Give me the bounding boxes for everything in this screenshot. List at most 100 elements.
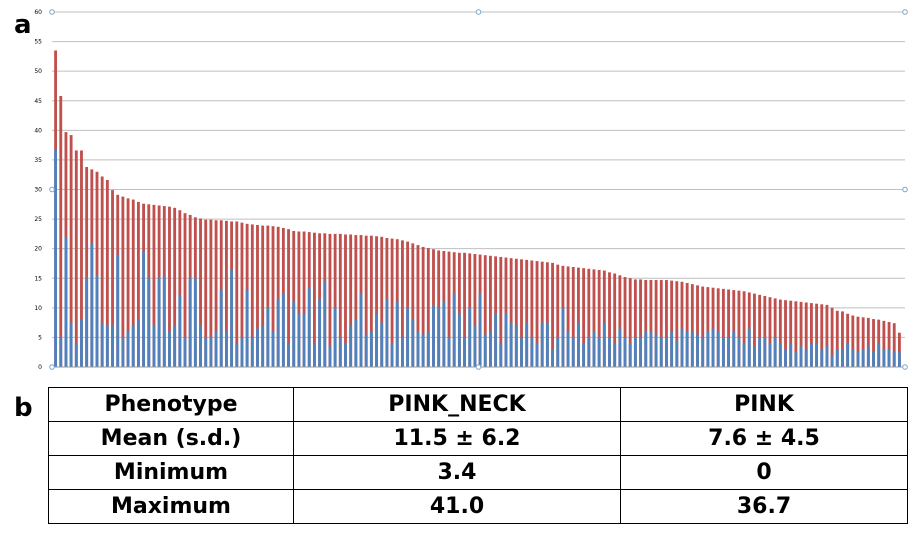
bar-total [659, 280, 663, 367]
bar-base [654, 334, 658, 367]
selection-handle [49, 186, 55, 193]
bar-total [753, 293, 756, 367]
bar-base [426, 331, 430, 367]
bar-total [799, 301, 803, 367]
bar-base [297, 313, 301, 367]
bar-base [162, 275, 166, 367]
bar-total [768, 297, 772, 367]
bar-total [297, 231, 301, 367]
bar-base [74, 343, 78, 367]
bar-total [349, 234, 353, 367]
bar-base [680, 328, 684, 367]
bar-base [877, 343, 881, 367]
bar-total [721, 288, 725, 367]
bar-base [349, 325, 353, 367]
y-tick-label: 40 [34, 127, 42, 134]
bar-base [815, 343, 819, 367]
bar-total [380, 236, 384, 367]
y-tick-label: 25 [34, 216, 42, 223]
bar-base [670, 331, 674, 367]
bar-total [256, 225, 259, 367]
bar-total [892, 323, 896, 367]
bar-base [613, 343, 617, 367]
bar-total [742, 291, 746, 367]
bar-total [887, 322, 891, 367]
bar-total [111, 190, 114, 367]
bar-total [597, 269, 601, 367]
bar-base [225, 331, 228, 367]
bar-total [426, 248, 430, 367]
bar-total [183, 213, 187, 367]
bar-base [794, 352, 798, 367]
bar-total [582, 268, 586, 367]
bar-base [773, 337, 777, 367]
bar-total [80, 150, 83, 367]
bar-total [235, 221, 239, 367]
bar-total [540, 261, 544, 367]
bar-base [763, 337, 767, 367]
table-cell: 41.0 [293, 489, 621, 524]
table-cell: Phenotype [48, 387, 294, 422]
bar-base [173, 325, 177, 367]
bar-base [105, 325, 109, 367]
bar-base [747, 328, 751, 367]
bar-base [597, 337, 601, 367]
summary-table: Phenotype PINK_NECK PINK Mean (s.d.) 11.… [48, 387, 908, 524]
bar-base [421, 334, 425, 367]
bar-total [328, 233, 332, 367]
y-tick-label: 20 [34, 246, 42, 253]
bar-base [385, 298, 389, 367]
bar-total [313, 232, 316, 367]
y-tick-label: 15 [34, 275, 42, 282]
bar-base [416, 331, 420, 367]
bar-base [338, 337, 342, 367]
table-row: Minimum 3.4 0 [48, 455, 908, 490]
y-tick-label: 30 [34, 187, 42, 194]
bar-base [401, 337, 404, 367]
bar-total [59, 96, 63, 368]
bar-base [768, 343, 772, 367]
bar-total [178, 210, 182, 367]
bar-base [266, 307, 270, 367]
bar-base [701, 337, 705, 367]
bar-base [561, 307, 565, 367]
y-tick-label: 45 [34, 98, 42, 105]
bar-total [804, 302, 808, 367]
bar-total [447, 251, 451, 367]
bar-total [69, 135, 73, 367]
bar-total [727, 289, 730, 367]
bar-total [820, 304, 824, 367]
table-cell: 0 [620, 455, 908, 490]
table-cell: 7.6 ± 4.5 [620, 421, 908, 456]
bar-total [587, 268, 591, 367]
bar-base [219, 290, 223, 367]
bar-total [473, 253, 477, 367]
bar-base [675, 340, 679, 367]
bar-total [489, 255, 492, 367]
bar-base [390, 343, 394, 367]
bar-base [90, 242, 94, 367]
selection-handle [902, 364, 908, 370]
bar-total [608, 272, 611, 367]
bar-total [292, 230, 296, 367]
y-tick-label: 35 [34, 157, 42, 164]
bar-base [375, 313, 378, 367]
bar-base [732, 331, 736, 367]
bar-total [571, 267, 575, 367]
bar-base [209, 337, 213, 367]
bar-base [644, 331, 648, 367]
bar-total [509, 258, 513, 367]
bar-base [323, 281, 327, 367]
bar-base [623, 337, 627, 367]
table-cell: 36.7 [620, 489, 908, 524]
bar-total [504, 257, 508, 367]
bar-total [866, 317, 870, 367]
bar-base [608, 337, 611, 367]
bar-base [784, 349, 787, 367]
bar-base [582, 343, 586, 367]
bar-base [825, 346, 829, 367]
bar-total [846, 313, 850, 367]
bar-total [675, 281, 679, 367]
bar-base [369, 331, 373, 367]
table-cell: PINK_NECK [293, 387, 621, 422]
